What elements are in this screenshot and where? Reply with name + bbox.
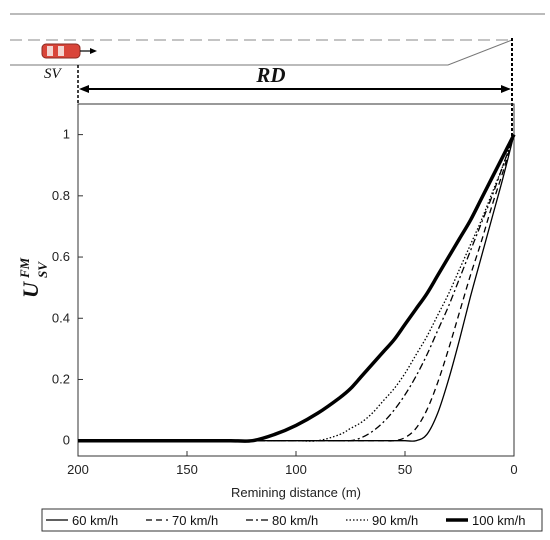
legend-box — [41, 508, 543, 532]
y-tick-label: 0.4 — [52, 310, 70, 325]
series-line — [78, 134, 515, 442]
road-scene: SV RD — [10, 13, 545, 138]
y-tick-label: 0 — [63, 433, 70, 448]
rd-arrow-left — [79, 85, 89, 93]
series-line — [78, 133, 516, 443]
rd-arrow-right — [501, 85, 511, 93]
y-tick-label: 1 — [63, 127, 70, 142]
y-axis-title-main: U — [18, 281, 43, 298]
rd-label: RD — [255, 63, 285, 87]
legend-label: 100 km/h — [472, 513, 525, 528]
chart: 200 150 100 50 0 0 0.2 0.4 0.6 0.8 1 Remining dis… — [17, 103, 518, 500]
x-tick-label: 150 — [176, 462, 198, 477]
plot-frame — [77, 103, 515, 457]
y-tick-label: 0.2 — [52, 371, 70, 386]
vehicle-window-rear — [47, 46, 53, 56]
lane-end-boundary — [10, 39, 513, 66]
y-axis: 0 0.2 0.4 0.6 0.8 1 — [52, 127, 83, 448]
series-lines — [78, 133, 516, 443]
direction-arrow-head — [90, 48, 97, 54]
y-axis-title: U FM SV — [17, 257, 50, 298]
legend: 60 km/h 70 km/h 80 km/h 90 km/h 100 km/h — [41, 508, 543, 532]
series-line — [78, 134, 515, 442]
series-line — [78, 134, 515, 442]
sv-label: SV — [44, 66, 63, 82]
y-axis-title-subscript: SV — [35, 261, 50, 278]
series-line — [78, 134, 515, 442]
legend-label: 60 km/h — [72, 513, 118, 528]
subject-vehicle — [41, 43, 81, 59]
vehicle-window-front — [58, 46, 64, 56]
x-tick-label: 100 — [285, 462, 307, 477]
y-tick-label: 0.6 — [52, 249, 70, 264]
legend-label: 80 km/h — [272, 513, 318, 528]
x-axis: 200 150 100 50 0 — [67, 451, 518, 477]
x-axis-title: Remining distance (m) — [231, 485, 361, 500]
y-tick-label: 0.8 — [52, 188, 70, 203]
x-tick-label: 200 — [67, 462, 89, 477]
y-axis-title-superscript: FM — [17, 257, 32, 279]
legend-label: 90 km/h — [372, 513, 418, 528]
x-tick-label: 50 — [398, 462, 412, 477]
legend-label: 70 km/h — [172, 513, 218, 528]
x-tick-label: 0 — [510, 462, 517, 477]
